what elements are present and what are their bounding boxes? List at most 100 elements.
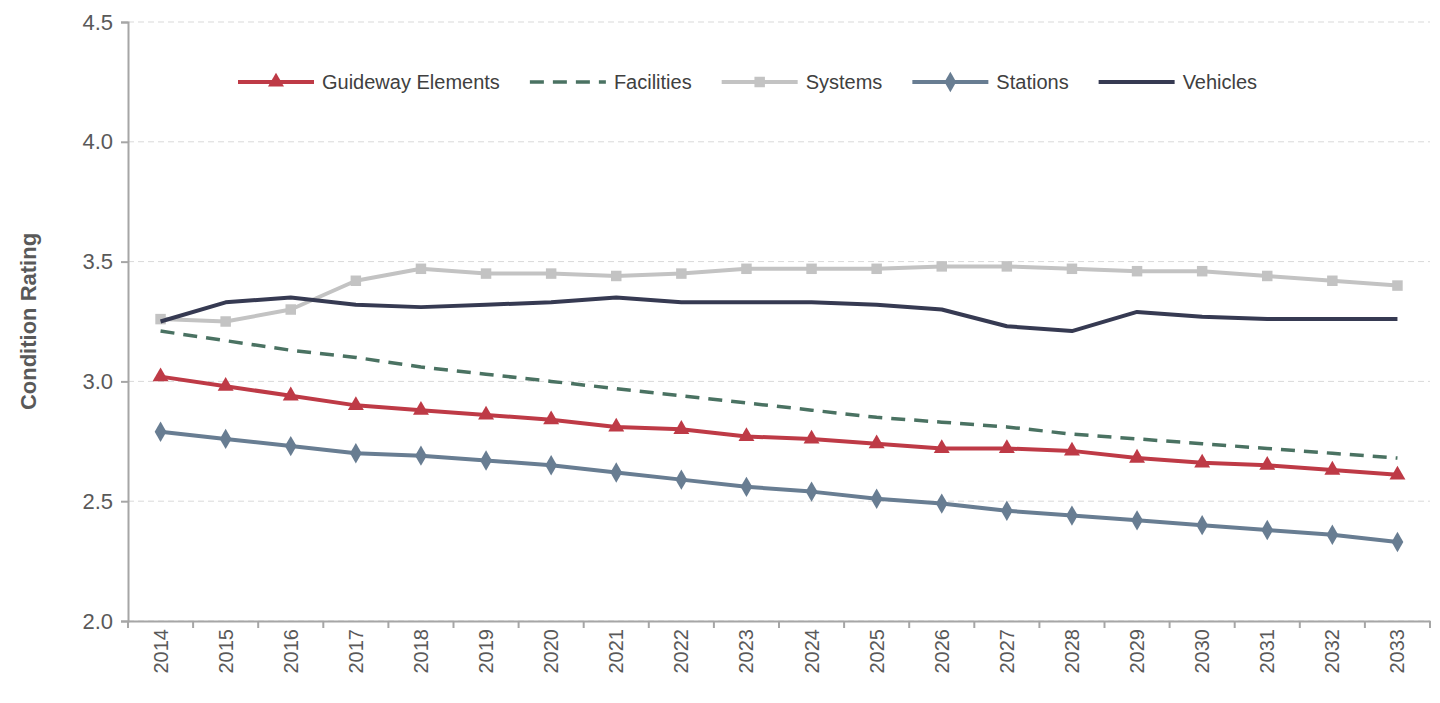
y-tick-mark <box>121 141 128 143</box>
legend-item: Guideway Elements <box>238 71 500 93</box>
x-tick-label: 2022 <box>670 629 692 674</box>
series-marker <box>351 276 361 286</box>
series-line <box>161 432 1398 542</box>
series-marker <box>1064 442 1080 456</box>
series-marker <box>1327 276 1337 286</box>
x-tick-label: 2030 <box>1191 629 1213 674</box>
x-tick: 2018 <box>410 621 432 674</box>
series-marker <box>1261 520 1273 540</box>
series <box>153 367 1406 479</box>
x-tick-label: 2023 <box>735 629 757 674</box>
y-tick-mark <box>121 501 128 503</box>
series-marker <box>220 316 230 326</box>
series-marker <box>934 439 950 453</box>
x-tick-label: 2032 <box>1321 629 1343 674</box>
series-marker <box>543 411 559 425</box>
x-boundary-tick <box>1234 621 1236 628</box>
series-marker <box>673 420 689 434</box>
legend-item: Vehicles <box>1099 71 1258 93</box>
x-tick: 2028 <box>1061 621 1083 674</box>
x-tick-label: 2027 <box>996 629 1018 674</box>
x-tick: 2025 <box>866 621 888 674</box>
series-marker <box>480 450 492 470</box>
x-tick-label: 2020 <box>540 629 562 674</box>
x-axis: 2014201520162017201820192020202120222023… <box>128 621 1431 674</box>
y-tick: 2.0 <box>82 609 128 634</box>
legend-marker <box>754 77 764 87</box>
x-tick: 2027 <box>996 621 1018 674</box>
legend-label: Stations <box>996 71 1068 93</box>
x-tick-label: 2019 <box>475 629 497 674</box>
legend-swatch <box>1099 80 1175 84</box>
legend-item: Facilities <box>530 71 692 93</box>
series-marker <box>1129 449 1145 463</box>
series-marker <box>1002 261 1012 271</box>
series-marker <box>348 396 364 410</box>
x-tick: 2030 <box>1191 621 1213 674</box>
x-boundary-tick <box>648 621 650 628</box>
series-line <box>161 331 1398 458</box>
x-tick: 2017 <box>345 621 367 674</box>
series-marker <box>1194 454 1210 468</box>
x-boundary-tick <box>322 621 324 628</box>
x-tick: 2022 <box>670 621 692 674</box>
legend-marker <box>944 72 956 92</box>
series-marker <box>738 427 754 441</box>
x-boundary-tick <box>583 621 585 628</box>
series-marker <box>1196 515 1208 535</box>
x-boundary-tick <box>1299 621 1301 628</box>
legend: Guideway Elements Facilities Systems Statio… <box>238 71 1257 93</box>
x-tick: 2019 <box>475 621 497 674</box>
y-tick-label: 3.0 <box>82 369 113 394</box>
y-axis: 2.02.53.03.54.04.5 <box>82 10 128 634</box>
series-marker <box>218 377 234 391</box>
x-tick: 2023 <box>735 621 757 674</box>
x-boundary-tick <box>778 621 780 628</box>
series-marker <box>806 264 816 274</box>
series-marker <box>1392 280 1402 290</box>
y-tick-mark <box>121 261 128 263</box>
series-marker <box>806 481 818 501</box>
grid-line <box>128 22 1430 23</box>
series-marker <box>1389 466 1405 480</box>
series-marker <box>610 462 622 482</box>
y-axis-line <box>121 23 129 622</box>
series-marker <box>546 268 556 278</box>
series <box>161 298 1398 332</box>
y-tick-mark <box>121 381 128 383</box>
legend-label: Facilities <box>614 71 692 93</box>
x-tick: 2033 <box>1386 621 1408 674</box>
y-tick-mark <box>121 621 128 623</box>
x-boundary-tick <box>453 621 455 628</box>
x-tick: 2031 <box>1256 621 1278 674</box>
x-tick-label: 2031 <box>1256 629 1278 674</box>
series-marker <box>1392 532 1404 552</box>
x-boundary-tick <box>257 621 259 628</box>
series-line <box>161 298 1398 332</box>
x-tick-label: 2028 <box>1061 629 1083 674</box>
grid-line <box>128 501 1430 502</box>
series-marker <box>676 268 686 278</box>
legend-label: Guideway Elements <box>322 71 500 93</box>
y-tick-mark <box>121 22 128 24</box>
series-line <box>161 266 1398 321</box>
x-tick: 2014 <box>150 621 172 674</box>
x-boundary-tick <box>1169 621 1171 628</box>
series-marker <box>675 469 687 489</box>
series-marker <box>413 401 429 415</box>
y-tick: 3.5 <box>82 249 128 274</box>
legend-swatch <box>530 80 606 84</box>
grid-line <box>128 141 1430 142</box>
series-marker <box>1326 525 1338 545</box>
series-marker <box>999 439 1015 453</box>
series-marker <box>1067 264 1077 274</box>
series-marker <box>804 430 820 444</box>
y-tick: 4.0 <box>82 129 128 154</box>
grid-line <box>128 261 1430 262</box>
series-marker <box>1262 271 1272 281</box>
series-marker <box>481 268 491 278</box>
x-tick-label: 2029 <box>1126 629 1148 674</box>
legend-item: Systems <box>722 71 883 93</box>
chart: 2.02.53.03.54.04.52014201520162017201820… <box>0 0 1440 703</box>
series-marker <box>350 443 362 463</box>
